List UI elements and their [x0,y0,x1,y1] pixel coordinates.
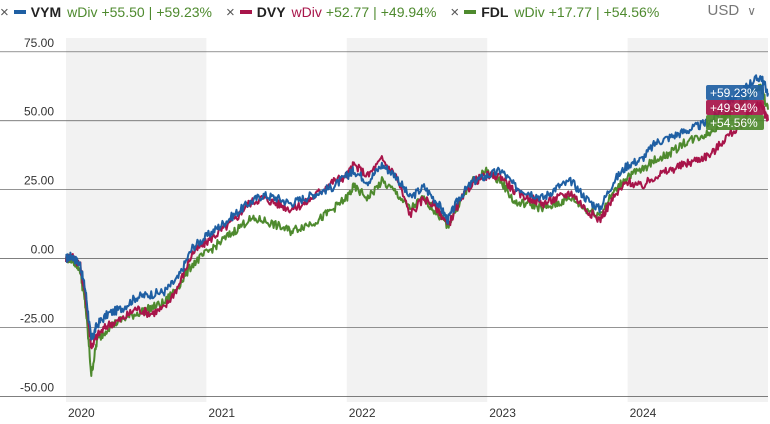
legend-swatch [464,10,477,14]
end-value-label: +59.23% [710,86,758,100]
legend-divider: | [148,4,153,20]
legend-ticker: DVY [256,4,286,20]
legend-basis: wDiv [67,4,98,20]
year-band [346,38,488,402]
legend-basis: wDiv [514,4,545,20]
legend-pct: +54.56% [603,4,660,20]
legend-swatch [239,10,252,14]
end-value-label: +54.56% [710,116,758,130]
legend-divider: | [595,4,600,20]
remove-series-icon[interactable]: × [0,3,9,21]
x-tick-label: 2024 [630,406,657,420]
x-tick-label: 2020 [68,406,95,420]
y-tick-label: 75.00 [24,36,54,50]
legend-change: +52.77 [325,4,370,20]
y-tick-label: -25.00 [20,312,54,326]
legend-item-dvy: × DVY wDiv +52.77 | +49.94% [226,4,440,21]
legend-pct: +49.94% [380,4,437,20]
y-tick-label: 50.00 [24,105,54,119]
legend-swatch [13,10,26,14]
chart-legend: × VYM wDiv +55.50 | +59.23% × DVY wDiv +… [0,0,673,24]
x-tick-label: 2023 [489,406,516,420]
end-value-badge [706,115,764,130]
end-value-badge [706,85,764,100]
end-value-badge [706,100,764,115]
x-tick-label: 2022 [349,406,376,420]
legend-item-fdl: × FDL wDiv +17.77 | +54.56% [450,4,663,21]
legend-ticker: FDL [481,4,509,20]
chevron-down-icon: ∨ [747,3,756,18]
year-band [66,38,207,402]
legend-change: +55.50 [101,4,145,20]
legend-pct: +59.23% [156,4,212,20]
y-tick-label: -50.00 [20,380,54,394]
remove-series-icon[interactable]: × [450,3,460,21]
legend-ticker: VYM [30,4,62,20]
y-tick-label: 25.00 [24,174,54,188]
currency-label: USD [707,2,740,19]
series-line-dvy [65,101,769,350]
currency-selector[interactable]: USD ∨ [708,2,756,19]
series-line-fdl [65,83,769,377]
remove-series-icon[interactable]: × [225,3,235,21]
series-line-vym [65,74,769,341]
end-value-label: +49.94% [710,101,758,115]
legend-basis: wDiv [291,4,322,20]
y-tick-label: 0.00 [31,243,55,257]
legend-divider: | [373,4,377,20]
legend-change: +17.77 [548,4,592,20]
legend-item-vym: × VYM wDiv +55.50 | +59.23% [0,4,216,21]
x-tick-label: 2021 [208,406,235,420]
